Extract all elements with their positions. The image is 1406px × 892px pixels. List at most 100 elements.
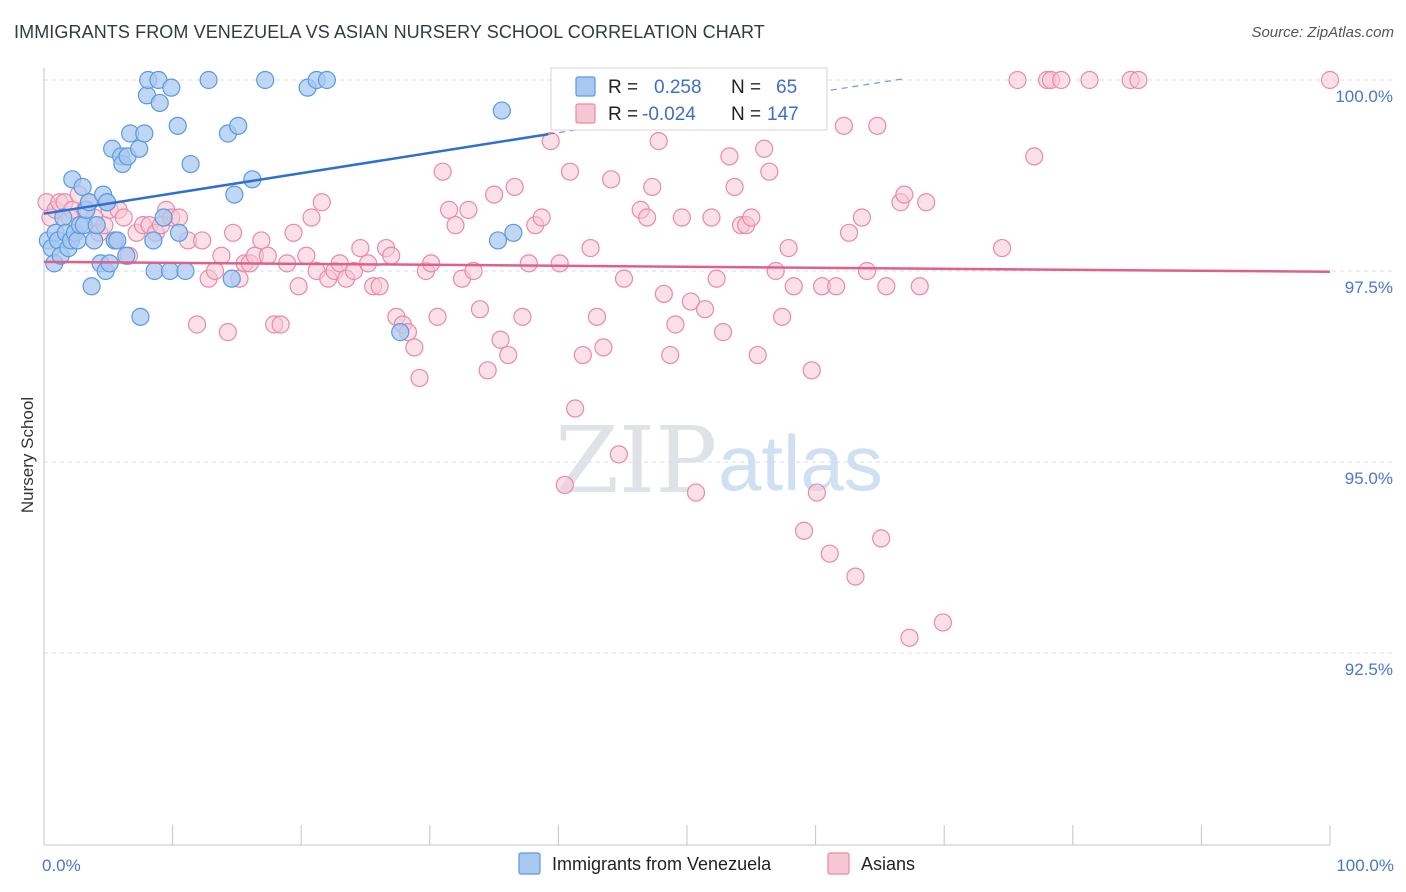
y-tick-label-2: 97.5% <box>1345 278 1393 297</box>
asians-point-121 <box>779 238 798 258</box>
asians-point-116 <box>748 345 767 365</box>
chart-source: Source: ZipAtlas.com <box>1251 24 1394 41</box>
stats-r-value-blue: 0.258 <box>654 77 702 98</box>
asians-point-143 <box>992 238 1012 258</box>
venezuela-point-45 <box>162 78 181 97</box>
asians-point-141 <box>917 193 936 212</box>
stats-r-value-pink: -0.024 <box>642 104 696 125</box>
asians-point-105 <box>681 292 700 311</box>
asians-point-33 <box>223 223 243 242</box>
venezuela-point-42 <box>150 93 169 113</box>
asians-point-25 <box>169 208 189 227</box>
y-tick-labels: 92.5% 95.0% 97.5% 100.0% <box>1335 87 1393 679</box>
venezuela-point-14 <box>73 177 92 197</box>
asians-point-27 <box>187 315 207 334</box>
chart-title: IMMIGRANTS FROM VENEZUELA VS ASIAN NURSE… <box>14 22 765 42</box>
y-tick-label-0: 92.5% <box>1345 660 1393 679</box>
venezuela-point-31 <box>117 246 136 265</box>
asians-point-144 <box>1008 70 1027 90</box>
asians-point-44 <box>289 277 308 296</box>
asians-point-53 <box>344 261 364 281</box>
series-legend: Immigrants from Venezuela Asians <box>518 852 915 875</box>
asians-point-138 <box>895 185 914 204</box>
venezuela-point-62 <box>492 101 511 120</box>
asians-point-28 <box>193 231 212 250</box>
stats-r-label-blue: R = <box>608 77 638 98</box>
venezuela-point-18 <box>82 277 101 296</box>
asians-point-70 <box>446 216 465 235</box>
asians-point-111 <box>720 147 739 166</box>
asians-point-89 <box>573 345 592 365</box>
y-tick-label-3: 100.0% <box>1335 87 1393 106</box>
x-tick-label-100: 100.0% <box>1336 856 1394 875</box>
asians-point-112 <box>725 177 744 197</box>
asians-point-151 <box>1129 70 1148 90</box>
stats-legend: R = 0.258 N = 65 R = -0.024 N = 147 <box>550 67 828 131</box>
asians-point-103 <box>666 315 685 334</box>
asians-point-81 <box>519 254 538 273</box>
asians-points <box>37 70 1340 647</box>
venezuela-point-39 <box>144 231 163 250</box>
asians-point-63 <box>405 338 424 357</box>
x-tick-label-0: 0.0% <box>42 856 81 875</box>
asians-point-99 <box>643 177 662 197</box>
legend-label-venezuela: Immigrants from Venezuela <box>552 854 772 874</box>
asians-point-83 <box>532 208 551 227</box>
asians-point-69 <box>439 200 459 219</box>
asians-point-66 <box>421 254 441 273</box>
legend-label-asians: Asians <box>861 854 915 874</box>
asians-point-101 <box>654 284 673 304</box>
asians-point-139 <box>900 628 919 647</box>
venezuela-point-40 <box>145 261 164 281</box>
asians-point-107 <box>695 300 715 319</box>
venezuela-point-49 <box>181 154 200 174</box>
venezuela-point-19 <box>85 231 104 250</box>
asians-point-94 <box>609 445 628 464</box>
asians-point-102 <box>661 345 680 365</box>
asians-point-39 <box>258 246 277 265</box>
asians-point-67 <box>428 307 447 326</box>
asians-point-75 <box>478 361 497 380</box>
venezuela-point-36 <box>135 124 154 143</box>
venezuela-point-56 <box>256 70 275 90</box>
venezuela-point-61 <box>488 231 508 250</box>
gridlines <box>44 79 1395 654</box>
asians-point-76 <box>485 185 504 204</box>
asians-point-110 <box>713 323 733 342</box>
asians-point-74 <box>470 300 490 319</box>
asians-point-134 <box>868 116 887 135</box>
asians-point-109 <box>707 269 726 288</box>
stats-n-value-pink: 147 <box>767 104 799 125</box>
asians-point-128 <box>827 277 846 296</box>
asians-point-125 <box>807 483 826 502</box>
asians-point-41 <box>271 315 290 334</box>
asians-point-93 <box>602 170 621 189</box>
venezuela-point-12 <box>68 231 87 250</box>
asians-point-84 <box>541 132 560 151</box>
y-tick-label-1: 95.0% <box>1345 469 1393 488</box>
stats-legend-box <box>550 67 828 131</box>
asians-point-64 <box>410 368 429 388</box>
asians-point-32 <box>218 323 237 342</box>
asians-trend-line <box>43 260 1331 274</box>
asians-point-90 <box>581 238 600 258</box>
asians-point-59 <box>382 246 401 265</box>
asians-point-130 <box>839 223 859 242</box>
asians-point-54 <box>351 238 370 258</box>
asians-point-149 <box>1080 70 1099 90</box>
legend-swatch-venezuela <box>518 852 541 875</box>
stats-n-label-pink: N = <box>731 104 761 125</box>
asians-point-129 <box>834 116 853 135</box>
asians-point-31 <box>212 246 231 265</box>
asians-point-100 <box>649 132 668 151</box>
stats-swatch-blue <box>575 76 596 97</box>
asians-point-87 <box>560 162 580 181</box>
asians-point-117 <box>755 139 774 158</box>
asians-point-122 <box>784 277 803 296</box>
legend-swatch-asians <box>827 852 850 875</box>
stats-n-value-blue: 65 <box>776 77 797 98</box>
asians-point-104 <box>672 208 691 227</box>
x-tick-labels: 0.0% 100.0% <box>42 856 1394 875</box>
stats-swatch-pink <box>575 103 596 124</box>
watermark: ZIP atlas <box>555 407 883 514</box>
